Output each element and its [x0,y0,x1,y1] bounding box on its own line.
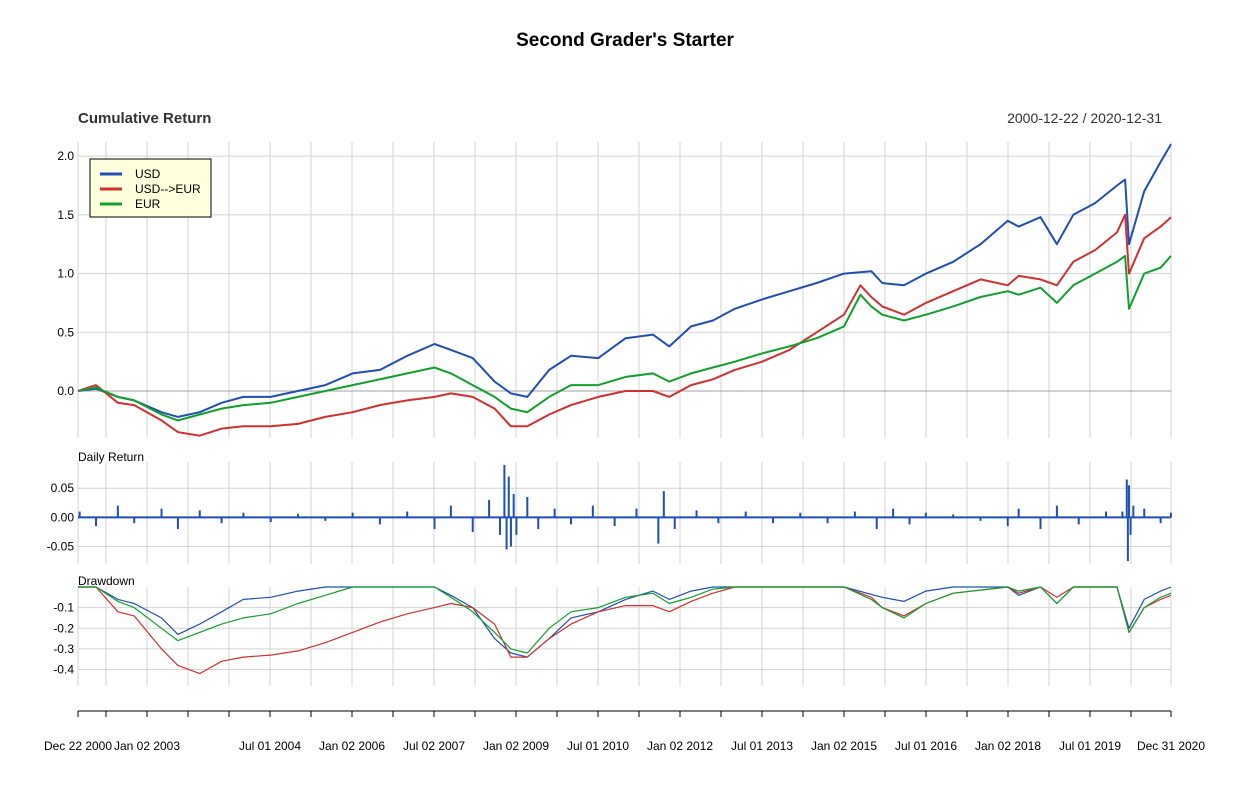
x-axis-tick-label: Jul 02 2007 [403,739,465,753]
legend-label-usd-eur: USD-->EUR [135,182,201,196]
x-axis-tick-label: Jul 01 2010 [567,739,629,753]
y-axis-ticks: 0.0 0.5 1.0 1.5 2.0 -0.05 0.00 0.05 -0.1 -0.2 -0.3… [47,149,75,676]
x-axis-tick-label: Jul 01 2019 [1059,739,1121,753]
drawdown-line-usd [78,586,1172,658]
legend-label-eur: EUR [135,197,161,211]
cumulative-return-line-usd-eur [77,213,1172,437]
x-axis-tick-label: Dec 31 2020 [1137,739,1205,753]
panel1-ytick-label: 0.05 [51,481,75,495]
panel0-ytick-label: 1.5 [57,208,74,222]
chart-title: Second Grader's Starter [516,30,734,51]
x-axis-tick-label: Jan 02 2018 [975,739,1041,753]
panel2-ytick-label: -0.4 [53,663,74,677]
panel1-ytick-label: 0.00 [51,510,75,524]
x-axis-tick-label: Jul 01 2016 [895,739,957,753]
cumulative-return-line-usd [77,143,1172,418]
panel2-ytick-label: -0.1 [53,601,74,615]
x-axis-tick-label: Jul 01 2004 [239,739,301,753]
panel0-ytick-label: 1.0 [57,267,74,281]
panel0-ytick-label: 0.0 [57,384,74,398]
x-axis-tick-label: Jul 01 2013 [731,739,793,753]
series-layer [77,143,1172,675]
panel2-ytick-label: -0.3 [53,642,74,656]
cumulative-return-line-eur [77,254,1172,422]
panel2-ytick-label: -0.2 [53,621,74,635]
drawdown-line-usd-eur [78,586,1172,675]
legend-label-usd: USD [135,167,161,181]
cumulative-panel-label: Cumulative Return [78,110,211,127]
x-axis-tick-label: Dec 22 2000 [44,739,112,753]
x-axis-tick-label: Jan 02 2009 [483,739,549,753]
x-axis-tick-label: Jan 02 2006 [319,739,385,753]
drawdown-panel-label: Drawdown [78,574,135,588]
x-axis-tick-label: Jan 02 2015 [811,739,877,753]
daily-panel-label: Daily Return [78,450,144,464]
date-range-label: 2000-12-22 / 2020-12-31 [1007,110,1162,126]
drawdown-line-eur [78,586,1172,654]
panel0-ytick-label: 0.5 [57,325,74,339]
panel1-ytick-label: -0.05 [47,540,75,554]
legend: USD USD-->EUR EUR [89,158,212,218]
panel0-ytick-label: 2.0 [57,149,74,163]
x-axis-tick-label: Jan 02 2003 [114,739,180,753]
x-axis-tick-label: Jan 02 2012 [647,739,713,753]
x-axis: Dec 22 2000 Jan 02 2003 Jul 01 2004 Jan 02 … [44,710,1205,753]
